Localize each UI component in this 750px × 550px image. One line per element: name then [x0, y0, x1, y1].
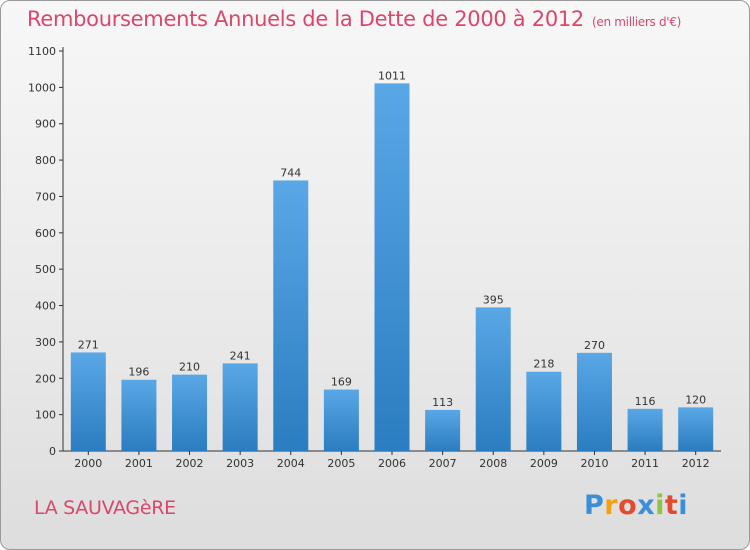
data-label-2011: 116 [635, 395, 656, 408]
data-label-2009: 218 [533, 358, 554, 371]
logo-letter: x [637, 490, 656, 521]
chart-bars [70, 83, 714, 452]
logo-letter: r [604, 490, 619, 521]
x-tick-label-2011: 2011 [631, 457, 659, 470]
bar-2005 [323, 389, 359, 451]
bar-2001 [121, 379, 157, 451]
y-tick-label: 900 [35, 118, 56, 131]
chart-labels: 2000 271 2001 196 2002 210 2003 241 2004 744 2005 1… [74, 69, 709, 470]
logo-letter: t [664, 490, 679, 521]
data-label-2002: 210 [179, 361, 200, 374]
x-tick-label-2000: 2000 [74, 457, 102, 470]
data-label-2004: 744 [280, 166, 301, 179]
bar-2007 [425, 409, 461, 451]
data-label-2000: 271 [78, 338, 99, 351]
data-label-2010: 270 [584, 339, 605, 352]
x-tick-label-2012: 2012 [682, 457, 710, 470]
y-tick-label: 100 [35, 409, 56, 422]
data-label-2006: 1011 [378, 69, 406, 82]
y-tick-label: 800 [35, 154, 56, 167]
bar-2010 [576, 352, 612, 451]
y-tick-label: 200 [35, 372, 56, 385]
units-label: (en milliers d'€) [592, 15, 682, 29]
y-tick-label: 300 [35, 336, 56, 349]
bar-2008 [475, 307, 511, 451]
logo-letter: i [655, 490, 665, 521]
x-tick-label-2007: 2007 [429, 457, 457, 470]
data-label-2008: 395 [483, 293, 504, 306]
x-tick-label-2001: 2001 [125, 457, 153, 470]
data-label-2003: 241 [230, 349, 251, 362]
x-tick-label-2009: 2009 [530, 457, 558, 470]
chart-title: Remboursements Annuels de la Dette de 20… [27, 7, 681, 31]
bar-2006 [374, 83, 410, 451]
bar-2011 [627, 408, 663, 451]
bar-2003 [222, 363, 258, 451]
logo-letter: o [618, 490, 638, 521]
y-tick-label: 1000 [28, 81, 56, 94]
x-tick-label-2006: 2006 [378, 457, 406, 470]
bar-2002 [172, 374, 208, 451]
y-tick-label: 1100 [28, 45, 56, 58]
data-label-2007: 113 [432, 396, 453, 409]
y-tick-label: 0 [49, 445, 56, 458]
x-tick-label-2010: 2010 [580, 457, 608, 470]
x-tick-label-2002: 2002 [176, 457, 204, 470]
y-tick-label: 500 [35, 263, 56, 276]
logo-letter: i [678, 490, 689, 521]
data-label-2001: 196 [128, 366, 149, 379]
x-tick-label-2004: 2004 [277, 457, 305, 470]
bar-2004 [273, 180, 309, 452]
x-tick-label-2005: 2005 [327, 457, 355, 470]
bar-2012 [678, 407, 714, 451]
y-tick-label: 600 [35, 227, 56, 240]
y-tick-label: 400 [35, 300, 56, 313]
commune-name: LA SAUVAGèRE [34, 497, 176, 519]
bar-2009 [526, 371, 562, 451]
x-tick-label-2003: 2003 [226, 457, 254, 470]
logo-letter: P [584, 490, 605, 521]
title-text: Remboursements Annuels de la Dette de 20… [27, 7, 584, 31]
bar-2000 [70, 352, 106, 451]
data-label-2005: 169 [331, 376, 352, 389]
x-tick-label-2008: 2008 [479, 457, 507, 470]
data-label-2012: 120 [685, 393, 706, 406]
y-tick-label: 700 [35, 190, 56, 203]
proxiti-logo: Proxiti [584, 490, 688, 521]
